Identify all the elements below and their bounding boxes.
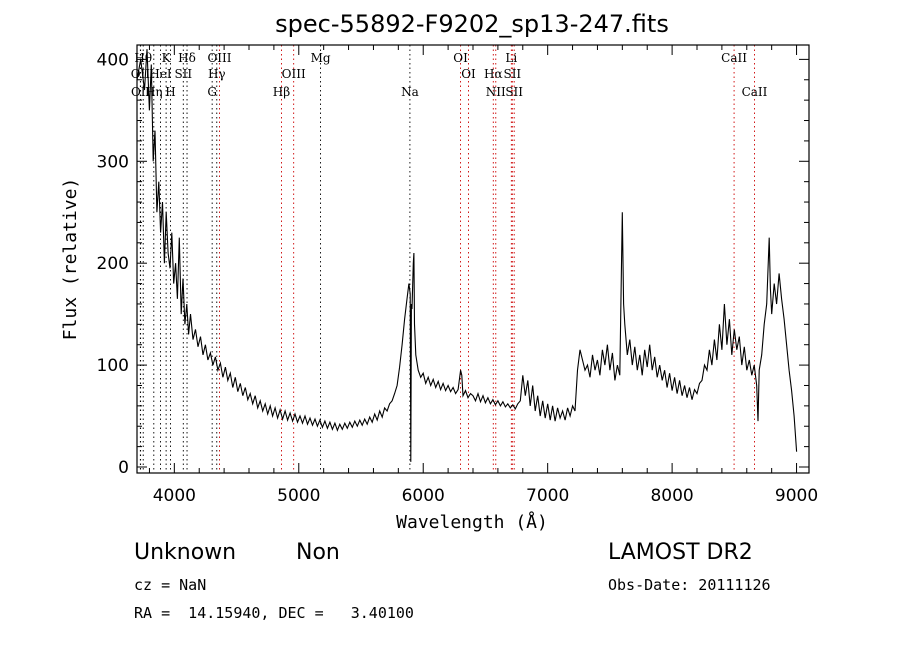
observation-date: Obs-Date: 20111126 [608, 576, 771, 594]
y-axis-label: Flux (relative) [60, 178, 81, 341]
spectral-line-label: SII [503, 67, 521, 81]
x-axis-ticks: 4000 5000 6000 7000 8000 9000 [148, 45, 818, 506]
y-tick-label: 200 [97, 254, 129, 274]
spectral-line-label: Hη [145, 85, 163, 99]
y-tick-label: 0 [118, 458, 129, 478]
spectral-line-label: G [207, 85, 217, 99]
x-tick-label: 6000 [402, 486, 445, 506]
spectral-line-label: Mg [311, 51, 331, 65]
x-axis-label: Wavelength (Å) [396, 511, 548, 533]
spectral-line-label: NII [486, 85, 506, 99]
coordinates: RA = 14.15940, DEC = 3.40100 [134, 604, 414, 622]
spectral-line-label: OI [453, 51, 468, 65]
spectral-line-label: SII [505, 85, 523, 99]
redshift-cz: cz = NaN [134, 576, 207, 594]
spectral-line-label: OIII [282, 67, 306, 81]
x-tick-label: 4000 [153, 486, 196, 506]
spectral-line-label: HeI [149, 67, 172, 81]
spectral-line-label: SII [174, 67, 192, 81]
spectrum-series-line [136, 49, 798, 462]
spectral-line-label: CaII [742, 85, 768, 99]
spectral-line-label: Hα [484, 67, 503, 81]
spectral-line-label: H [165, 85, 175, 99]
y-tick-label: 300 [97, 152, 129, 172]
x-tick-label: 5000 [277, 486, 320, 506]
spectral-line-label: Hδ [178, 51, 196, 65]
y-tick-label: 100 [97, 356, 129, 376]
y-axis-ticks: 0 100 200 300 400 [97, 50, 809, 478]
spectral-line-label: OI [461, 67, 476, 81]
spectral-line-label: OII [131, 85, 151, 99]
spectral-line-label: Na [401, 85, 419, 99]
x-tick-label: 9000 [775, 486, 818, 506]
chart-title: spec-55892-F9202_sp13-247.fits [275, 10, 669, 38]
spectral-line-label: CaII [721, 51, 747, 65]
object-class: Unknown [134, 540, 237, 565]
spectral-line-label: OIII [207, 51, 231, 65]
x-tick-label: 7000 [526, 486, 569, 506]
spectral-line-markers [139, 45, 755, 473]
survey-name: LAMOST DR2 [608, 540, 753, 565]
spectral-line-label: K [162, 51, 172, 65]
y-tick-label: 400 [97, 50, 129, 70]
spectral-line-label: Hγ [208, 67, 226, 81]
spectral-line-label: Li [505, 51, 517, 65]
spectral-line-label: Hβ [273, 85, 290, 99]
plot-frame [136, 44, 810, 474]
object-subclass: Non [296, 540, 340, 565]
x-tick-label: 8000 [650, 486, 693, 506]
